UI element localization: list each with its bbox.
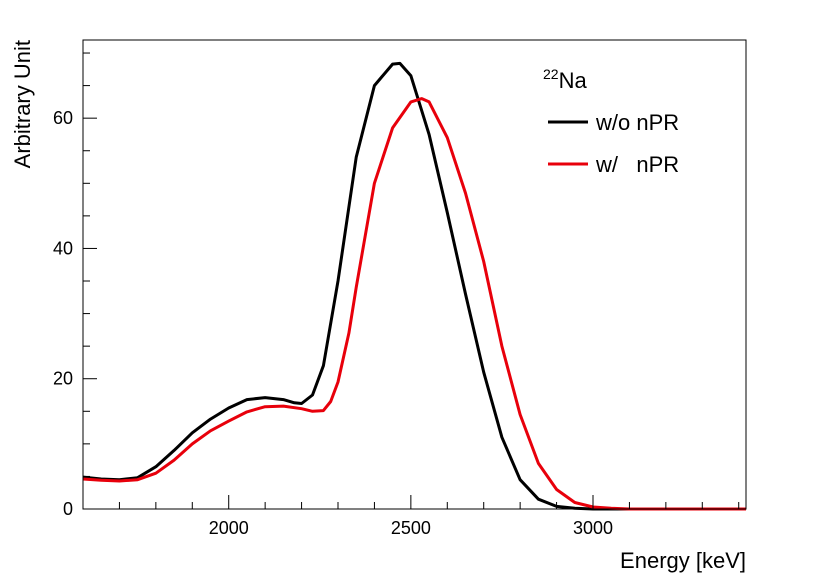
axes: 2000 2500 3000 0 20 40 60 bbox=[53, 39, 747, 538]
x-axis-title: Energy [keV] bbox=[620, 548, 746, 573]
y-axis-title: Arbitrary Unit bbox=[10, 40, 35, 168]
series-line-1 bbox=[82, 97, 746, 511]
legend-header-element: Na bbox=[559, 68, 588, 93]
plot-frame bbox=[82, 39, 747, 510]
series-line-0 bbox=[82, 61, 746, 511]
y-tick-label: 20 bbox=[53, 369, 73, 389]
legend-label-1: w/ nPR bbox=[595, 152, 679, 177]
y-tick-label: 0 bbox=[63, 499, 73, 519]
legend-label-0: w/o nPR bbox=[595, 110, 679, 135]
y-tick-label: 40 bbox=[53, 238, 73, 258]
x-tick-label: 2000 bbox=[209, 518, 249, 538]
x-tick-label: 2500 bbox=[391, 518, 431, 538]
y-tick-label: 60 bbox=[53, 108, 73, 128]
legend-header: 22Na bbox=[543, 66, 587, 93]
legend-header-superscript: 22 bbox=[543, 66, 559, 82]
legend: 22Na w/o nPR w/ nPR bbox=[543, 66, 679, 177]
x-tick-label: 3000 bbox=[573, 518, 613, 538]
plot-area bbox=[82, 61, 746, 511]
